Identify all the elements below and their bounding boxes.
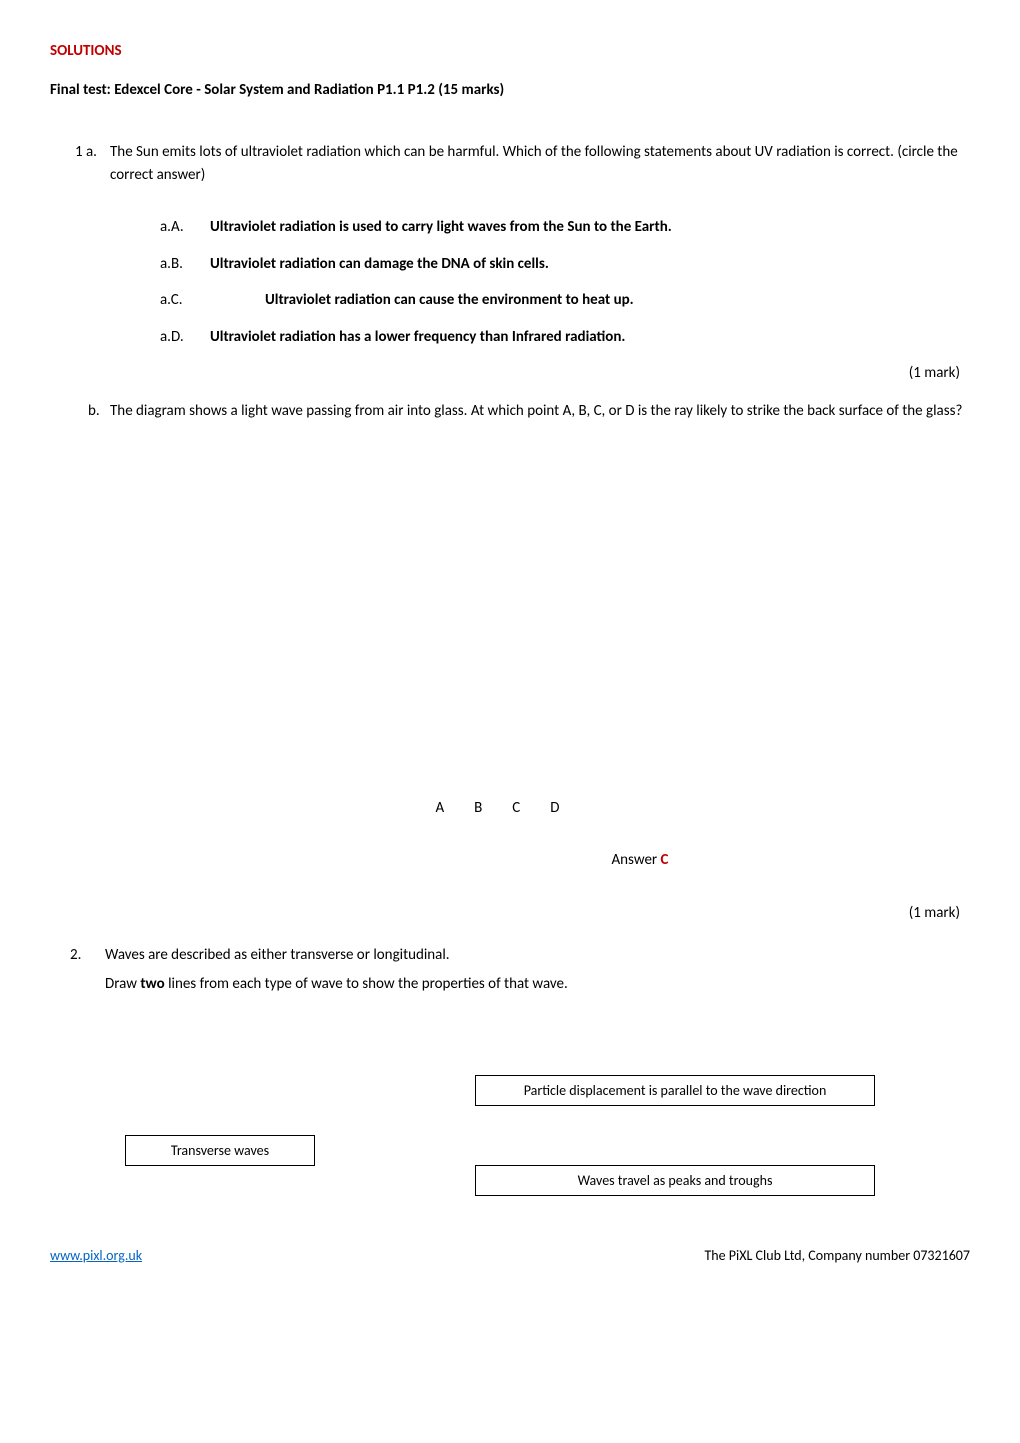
answer-row: Answer C [50,849,970,872]
diagram-placeholder [50,437,970,797]
option-d-label: a.D. [160,326,210,349]
box-peaks-troughs: Waves travel as peaks and troughs [475,1165,875,1196]
q1b-number: b. [50,393,110,429]
q2-instruction: Draw two lines from each type of wave to… [105,973,970,996]
q2-text: Waves are described as either transverse… [105,944,450,967]
option-b: a.B. Ultraviolet radiation can damage th… [160,253,970,276]
option-b-text: Ultraviolet radiation can damage the DNA… [210,253,549,276]
question-1b: b. The diagram shows a light wave passin… [50,393,970,429]
page-footer: www.pixl.org.uk The PiXL Club Ltd, Compa… [50,1245,970,1266]
footer-company: The PiXL Club Ltd, Company number 073216… [704,1245,970,1266]
matching-boxes-area: Particle displacement is parallel to the… [105,1055,970,1215]
box-particle-displacement: Particle displacement is parallel to the… [475,1075,875,1106]
option-a-text: Ultraviolet radiation is used to carry l… [210,216,672,239]
abcd-options: ABCD [50,797,970,820]
q1a-text: The Sun emits lots of ultraviolet radiat… [110,141,970,186]
q2-draw-post: lines from each type of wave to show the… [165,975,568,993]
question-2: 2. Waves are described as either transve… [50,944,970,967]
option-a: a.A. Ultraviolet radiation is used to ca… [160,216,970,239]
q2-draw-pre: Draw [105,975,140,993]
q2-draw-bold: two [140,975,164,993]
option-d: a.D. Ultraviolet radiation has a lower f… [160,326,970,349]
option-c-text: Ultraviolet radiation can cause the envi… [210,289,634,312]
option-c: a.C. Ultraviolet radiation can cause the… [160,289,970,312]
answer-value: C [661,851,669,869]
footer-link[interactable]: www.pixl.org.uk [50,1245,142,1266]
solutions-header: SOLUTIONS [50,40,970,63]
q1a-number: 1 a. [50,141,110,186]
q2-number: 2. [50,944,105,967]
question-1a: 1 a. The Sun emits lots of ultraviolet r… [50,141,970,186]
q1b-mark: (1 mark) [50,902,960,925]
answer-label: Answer [612,851,661,869]
option-c-label: a.C. [160,289,210,312]
q1a-mark: (1 mark) [50,362,960,385]
q1b-text: The diagram shows a light wave passing f… [110,393,962,429]
box-transverse-waves: Transverse waves [125,1135,315,1166]
option-a-label: a.A. [160,216,210,239]
test-title: Final test: Edexcel Core - Solar System … [50,79,970,102]
option-b-label: a.B. [160,253,210,276]
option-d-text: Ultraviolet radiation has a lower freque… [210,326,625,349]
